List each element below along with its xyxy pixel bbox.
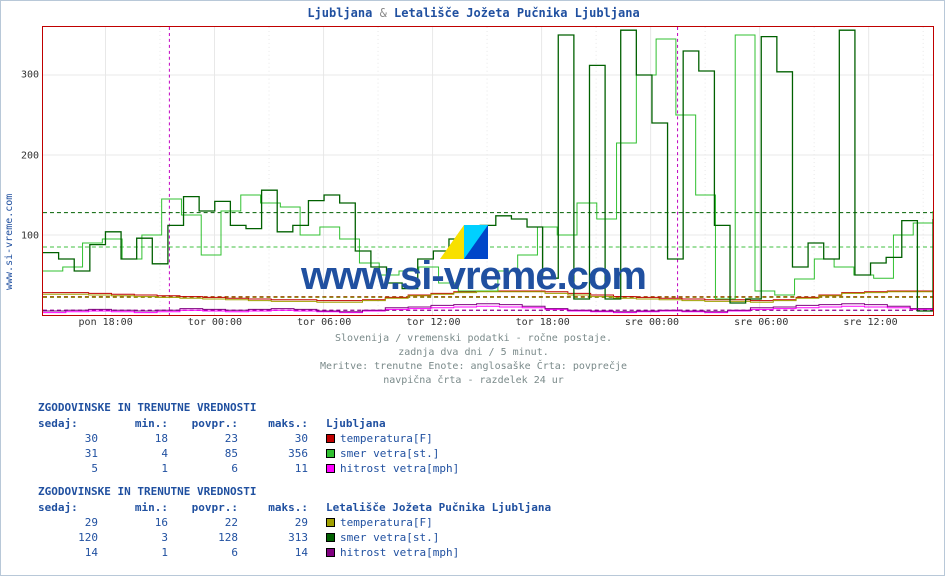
- subtitle-line: zadnja dva dni / 5 minut.: [0, 346, 947, 360]
- stats-value: 14: [248, 545, 318, 560]
- legend-swatch-icon: [326, 548, 335, 557]
- legend-swatch-icon: [326, 449, 335, 458]
- stats-value: 128: [178, 530, 248, 545]
- stats-col-header: sedaj:: [38, 416, 108, 431]
- stats-row: 30182330temperatura[F]: [38, 431, 459, 446]
- legend-item: smer vetra[st.]: [326, 446, 439, 461]
- stats-col-header: min.:: [108, 500, 178, 515]
- stats-value: 4: [108, 446, 178, 461]
- stats-value: 1: [108, 545, 178, 560]
- stats-value: 120: [38, 530, 108, 545]
- legend-swatch-icon: [326, 464, 335, 473]
- stats-block: ZGODOVINSKE IN TRENUTNE VREDNOSTIsedaj:m…: [38, 400, 459, 476]
- stats-value: 29: [248, 515, 318, 530]
- title-amp: &: [380, 6, 387, 20]
- stats-col-header: maks.:: [248, 500, 318, 515]
- stats-col-header: min.:: [108, 416, 178, 431]
- x-axis-tick: pon 18:00: [79, 317, 133, 328]
- legend-label: hitrost vetra[mph]: [340, 545, 459, 560]
- stats-value: 23: [178, 431, 248, 446]
- stats-value: 14: [38, 545, 108, 560]
- stats-value: 313: [248, 530, 318, 545]
- chart-title: Ljubljana & Letališče Jožeta Pučnika Lju…: [0, 6, 947, 20]
- stats-row: 51611 hitrost vetra[mph]: [38, 461, 459, 476]
- stats-row: 29162229temperatura[F]: [38, 515, 551, 530]
- legend-swatch-icon: [326, 434, 335, 443]
- stats-value: 22: [178, 515, 248, 530]
- legend-item: smer vetra[st.]: [326, 530, 439, 545]
- stats-value: 18: [108, 431, 178, 446]
- stats-col-header: maks.:: [248, 416, 318, 431]
- legend-location: Ljubljana: [326, 416, 386, 431]
- x-axis-tick: tor 06:00: [297, 317, 351, 328]
- stats-value: 29: [38, 515, 108, 530]
- legend-item: hitrost vetra[mph]: [326, 545, 459, 560]
- x-axis-tick: sre 06:00: [734, 317, 788, 328]
- subtitle-line: Slovenija / vremenski podatki - ročne po…: [0, 332, 947, 346]
- stats-col-headers: sedaj:min.:povpr.:maks.: Letališče Jožeta…: [38, 500, 551, 515]
- stats-value: 30: [248, 431, 318, 446]
- stats-value: 6: [178, 545, 248, 560]
- stats-value: 6: [178, 461, 248, 476]
- stats-value: 3: [108, 530, 178, 545]
- x-axis-tick: tor 12:00: [406, 317, 460, 328]
- legend-label: temperatura[F]: [340, 515, 433, 530]
- x-axis-tick: sre 00:00: [625, 317, 679, 328]
- y-axis-tick: 300: [21, 70, 39, 81]
- legend-label: temperatura[F]: [340, 431, 433, 446]
- stats-header: ZGODOVINSKE IN TRENUTNE VREDNOSTI: [38, 484, 551, 499]
- subtitle-line: Meritve: trenutne Enote: anglosaške Črta…: [0, 360, 947, 374]
- x-axis-tick: tor 00:00: [188, 317, 242, 328]
- stats-col-header: povpr.:: [178, 500, 248, 515]
- legend-item: temperatura[F]: [326, 431, 433, 446]
- stats-value: 31: [38, 446, 108, 461]
- stats-row: 1203128313 smer vetra[st.]: [38, 530, 551, 545]
- stats-value: 356: [248, 446, 318, 461]
- y-axis-tick: 100: [21, 231, 39, 242]
- y-axis-tick: 200: [21, 150, 39, 161]
- chart-subtitle: Slovenija / vremenski podatki - ročne po…: [0, 332, 947, 388]
- legend-item: hitrost vetra[mph]: [326, 461, 459, 476]
- stats-row: 31485356 smer vetra[st.]: [38, 446, 459, 461]
- title-loc1: Ljubljana: [307, 6, 372, 20]
- stats-value: 11: [248, 461, 318, 476]
- stats-value: 16: [108, 515, 178, 530]
- stats-value: 5: [38, 461, 108, 476]
- legend-swatch-icon: [326, 518, 335, 527]
- stats-col-header: sedaj:: [38, 500, 108, 515]
- watermark-text: www.si-vreme.com: [0, 254, 947, 299]
- x-axis-tick: tor 18:00: [516, 317, 570, 328]
- stats-col-headers: sedaj:min.:povpr.:maks.: Ljubljana: [38, 416, 459, 431]
- title-loc2: Letališče Jožeta Pučnika Ljubljana: [394, 6, 640, 20]
- stats-header: ZGODOVINSKE IN TRENUTNE VREDNOSTI: [38, 400, 459, 415]
- stats-col-header: povpr.:: [178, 416, 248, 431]
- x-axis-tick: sre 12:00: [843, 317, 897, 328]
- legend-label: smer vetra[st.]: [340, 446, 439, 461]
- legend-item: temperatura[F]: [326, 515, 433, 530]
- legend-label: hitrost vetra[mph]: [340, 461, 459, 476]
- legend-location: Letališče Jožeta Pučnika Ljubljana: [326, 500, 551, 515]
- stats-value: 85: [178, 446, 248, 461]
- stats-value: 30: [38, 431, 108, 446]
- legend-swatch-icon: [326, 533, 335, 542]
- subtitle-line: navpična črta - razdelek 24 ur: [0, 374, 947, 388]
- stats-row: 141614hitrost vetra[mph]: [38, 545, 551, 560]
- legend-label: smer vetra[st.]: [340, 530, 439, 545]
- stats-block: ZGODOVINSKE IN TRENUTNE VREDNOSTIsedaj:m…: [38, 484, 551, 560]
- stats-value: 1: [108, 461, 178, 476]
